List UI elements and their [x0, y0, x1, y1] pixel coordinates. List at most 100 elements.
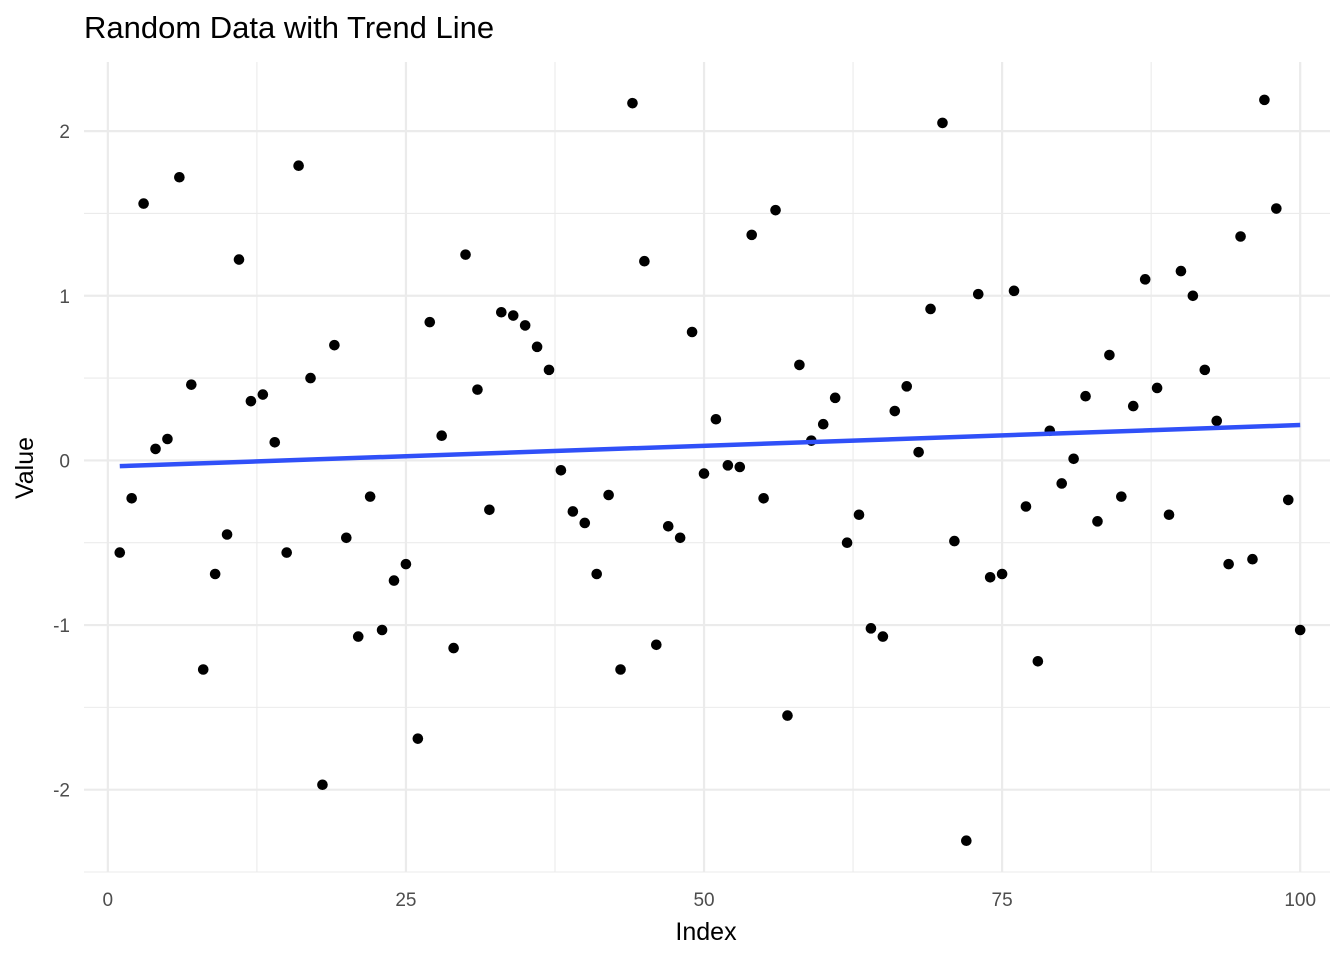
- x-tick-label: 75: [992, 890, 1013, 911]
- trend-line: [119, 422, 1301, 469]
- data-point: [519, 320, 531, 331]
- data-point: [782, 710, 793, 721]
- data-points: [114, 94, 1306, 847]
- data-point: [817, 418, 829, 430]
- data-point: [1294, 624, 1306, 636]
- data-point: [1127, 400, 1139, 412]
- chart-title: Random Data with Trend Line: [84, 10, 495, 45]
- data-point: [603, 489, 614, 501]
- data-point: [734, 461, 746, 473]
- data-point: [925, 303, 936, 315]
- y-tick-label: 2: [59, 122, 70, 143]
- data-point: [352, 631, 364, 642]
- y-tick-label: 1: [59, 287, 70, 308]
- y-tick-label: -1: [53, 616, 70, 637]
- data-point: [1211, 415, 1223, 427]
- x-tick-label: 25: [395, 890, 416, 911]
- data-point: [293, 160, 304, 172]
- data-point: [686, 326, 698, 338]
- data-point: [1187, 290, 1199, 302]
- data-point: [937, 117, 948, 129]
- data-point: [1056, 478, 1068, 489]
- minor-gridlines: [84, 62, 1330, 873]
- data-point: [305, 372, 316, 384]
- data-point: [829, 392, 841, 404]
- data-point: [662, 520, 674, 532]
- y-tick-label: 0: [59, 451, 70, 472]
- x-tick-label: 0: [103, 890, 114, 911]
- data-point: [174, 171, 185, 183]
- data-point: [1223, 558, 1234, 570]
- data-point: [865, 623, 877, 634]
- data-point: [496, 306, 507, 318]
- data-point: [1199, 364, 1211, 376]
- data-point: [233, 254, 245, 265]
- data-point: [114, 547, 126, 558]
- data-point: [1080, 390, 1091, 402]
- data-point: [1020, 501, 1032, 512]
- data-point: [1139, 274, 1151, 285]
- data-point: [1116, 491, 1127, 502]
- data-point: [400, 558, 412, 570]
- x-tick-label: 50: [693, 890, 714, 911]
- data-point: [1151, 382, 1163, 394]
- data-point: [245, 395, 257, 407]
- data-point: [877, 631, 889, 642]
- data-point: [507, 310, 519, 321]
- data-point: [1175, 265, 1187, 277]
- data-point: [1259, 94, 1270, 106]
- data-point: [949, 535, 960, 547]
- data-point: [138, 198, 149, 209]
- major-gridlines: [84, 62, 1330, 872]
- data-point: [1163, 509, 1175, 521]
- data-point: [388, 575, 400, 586]
- data-point: [1068, 453, 1079, 465]
- data-point: [853, 509, 865, 521]
- data-point: [1235, 231, 1246, 242]
- data-point: [758, 492, 769, 504]
- data-point: [1104, 349, 1115, 361]
- data-point: [913, 446, 924, 458]
- data-point: [841, 537, 853, 549]
- data-point: [424, 316, 436, 328]
- data-point: [364, 491, 376, 502]
- data-point: [531, 341, 543, 353]
- x-tick-label: 100: [1284, 890, 1316, 911]
- data-point: [329, 339, 340, 351]
- data-point: [567, 506, 579, 517]
- y-tick-labels: -2 -1 0 1 2: [53, 122, 70, 802]
- data-point: [209, 568, 221, 580]
- data-point: [1008, 285, 1020, 297]
- y-axis-title: Value: [11, 437, 39, 499]
- data-point: [186, 379, 197, 390]
- data-point: [1247, 553, 1258, 565]
- data-point: [961, 835, 972, 847]
- data-point: [162, 433, 173, 445]
- data-point: [150, 443, 161, 455]
- data-point: [472, 384, 483, 395]
- data-point: [651, 639, 662, 651]
- data-point: [722, 460, 734, 471]
- x-axis-title: Index: [675, 918, 737, 946]
- data-point: [555, 464, 567, 476]
- data-point: [448, 642, 459, 654]
- data-point: [1032, 655, 1044, 667]
- data-point: [1092, 516, 1103, 527]
- data-point: [436, 430, 448, 442]
- data-point: [579, 517, 591, 529]
- data-point: [376, 624, 388, 636]
- data-point: [972, 288, 984, 300]
- data-point: [412, 733, 424, 744]
- data-point: [674, 532, 686, 544]
- data-point: [221, 529, 233, 540]
- data-point: [460, 249, 471, 260]
- data-point: [710, 413, 722, 425]
- data-point: [126, 492, 137, 504]
- data-point: [197, 664, 209, 675]
- data-point: [984, 572, 996, 583]
- data-point: [281, 547, 292, 558]
- x-tick-labels: 0 25 50 75 100: [103, 890, 1316, 911]
- data-point: [269, 437, 281, 448]
- data-point: [996, 568, 1008, 580]
